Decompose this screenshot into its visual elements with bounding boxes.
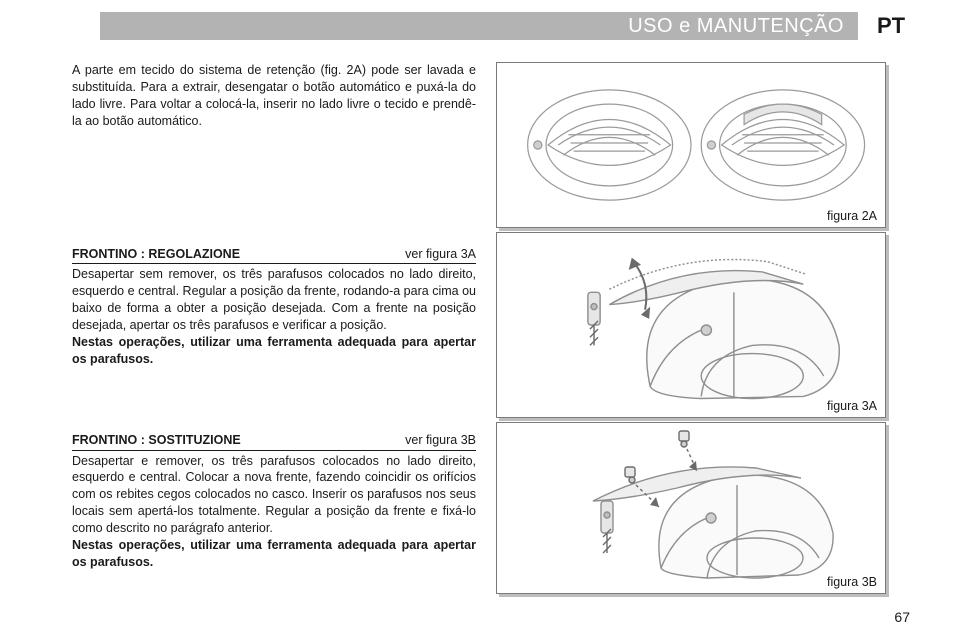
figure-2a: figura 2A [496,62,886,228]
section-ref: ver figura 3B [405,432,476,449]
text-column: A parte em tecido do sistema de retenção… [72,62,476,614]
section-body: Desapertar sem remover, os três parafuso… [72,266,476,334]
section-title: FRONTINO : REGOLAZIONE [72,246,240,263]
section-sostituzione: FRONTINO : SOSTITUZIONE ver figura 3B De… [72,432,476,571]
section-title: FRONTINO : SOSTITUZIONE [72,432,241,449]
section-regolazione: FRONTINO : REGOLAZIONE ver figura 3A Des… [72,246,476,368]
helmet-peak-replace-illustration [497,423,885,593]
intro-paragraph: A parte em tecido do sistema de retenção… [72,62,476,130]
section-heading: FRONTINO : REGOLAZIONE ver figura 3A [72,246,476,265]
section-note: Nestas operações, utilizar uma ferrament… [72,334,476,368]
header-title: USO e MANUTENÇÃO [628,15,844,38]
figure-caption: figura 3A [827,399,877,413]
section-ref: ver figura 3A [405,246,476,263]
figure-3b: figura 3B [496,422,886,594]
language-code: PT [868,12,914,40]
section-note: Nestas operações, utilizar uma ferrament… [72,537,476,571]
page-header: USO e MANUTENÇÃO PT [100,12,914,40]
section-heading: FRONTINO : SOSTITUZIONE ver figura 3B [72,432,476,451]
section-body: Desapertar e remover, os três parafusos … [72,453,476,537]
helmet-liner-illustration [497,63,885,227]
helmet-peak-adjust-illustration [497,233,885,417]
figure-3a: figura 3A [496,232,886,418]
header-bar: USO e MANUTENÇÃO [100,12,858,40]
content-area: A parte em tecido do sistema de retenção… [72,62,886,614]
figure-caption: figura 3B [827,575,877,589]
figure-column: figura 2A [496,62,886,614]
page-number: 67 [894,609,910,625]
figure-caption: figura 2A [827,209,877,223]
